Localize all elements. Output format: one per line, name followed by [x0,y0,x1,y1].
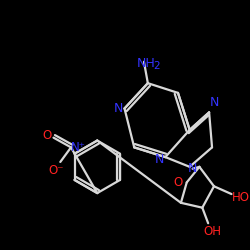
Text: O: O [42,129,51,142]
Text: N: N [155,152,164,166]
Text: N: N [188,162,197,175]
Text: OH: OH [203,224,221,237]
Text: N⁺: N⁺ [71,141,86,154]
Text: O: O [173,176,182,189]
Text: N: N [114,102,123,115]
Text: O⁻: O⁻ [49,164,64,177]
Text: NH: NH [136,57,155,70]
Text: N: N [209,96,219,109]
Text: HO: HO [232,192,250,204]
Text: 2: 2 [153,61,160,71]
